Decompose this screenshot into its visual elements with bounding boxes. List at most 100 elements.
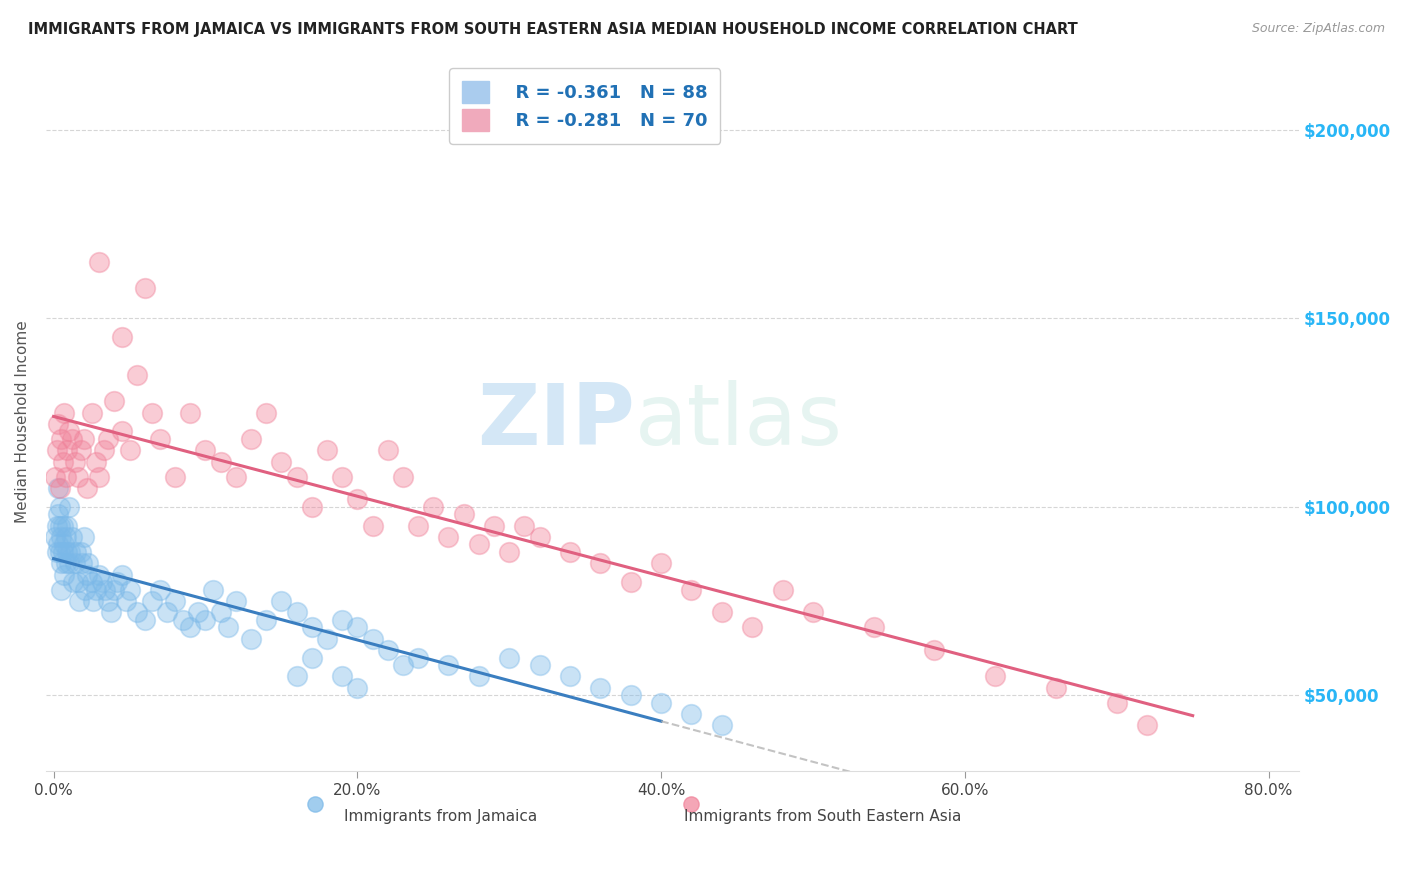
Point	[681, 707, 703, 722]
Point	[89, 469, 111, 483]
Point	[53, 405, 76, 419]
Point	[127, 606, 149, 620]
Point	[406, 518, 429, 533]
Point	[346, 620, 368, 634]
Point	[330, 469, 353, 483]
Point	[60, 432, 83, 446]
Point	[392, 658, 415, 673]
Point	[316, 443, 339, 458]
Point	[285, 669, 308, 683]
Point	[710, 718, 733, 732]
Point	[482, 518, 505, 533]
Point	[66, 469, 89, 483]
Point	[103, 394, 125, 409]
Point	[141, 594, 163, 608]
Point	[149, 432, 172, 446]
Point	[127, 368, 149, 382]
Text: Immigrants from Jamaica: Immigrants from Jamaica	[344, 809, 537, 824]
Point	[62, 575, 84, 590]
Point	[46, 537, 69, 551]
Point	[346, 492, 368, 507]
Point	[91, 575, 114, 590]
Point	[55, 557, 77, 571]
Point	[49, 432, 72, 446]
Point	[58, 500, 80, 514]
Point	[52, 454, 75, 468]
Point	[111, 567, 134, 582]
Point	[924, 643, 946, 657]
Text: atlas: atlas	[636, 381, 844, 464]
Point	[498, 545, 520, 559]
Point	[52, 545, 75, 559]
Point	[217, 620, 239, 634]
Point	[103, 582, 125, 597]
Point	[194, 613, 217, 627]
Point	[55, 469, 77, 483]
Point	[513, 518, 536, 533]
Point	[165, 594, 187, 608]
Point	[53, 567, 76, 582]
Point	[772, 582, 794, 597]
Point	[392, 469, 415, 483]
Point	[437, 658, 460, 673]
Point	[93, 443, 115, 458]
Point	[529, 530, 551, 544]
Point	[115, 594, 138, 608]
Point	[134, 613, 156, 627]
Point	[801, 606, 824, 620]
Point	[89, 567, 111, 582]
Point	[179, 405, 201, 419]
Point	[94, 582, 117, 597]
Point	[650, 696, 672, 710]
Point	[209, 606, 232, 620]
Point	[361, 518, 384, 533]
Point	[862, 620, 884, 634]
Point	[56, 545, 79, 559]
Point	[48, 518, 70, 533]
Point	[70, 545, 93, 559]
Point	[240, 632, 263, 646]
Point	[49, 557, 72, 571]
Point	[301, 620, 323, 634]
Point	[377, 443, 399, 458]
Point	[156, 606, 179, 620]
Point	[209, 454, 232, 468]
Point	[48, 500, 70, 514]
Point	[316, 632, 339, 646]
Point	[285, 469, 308, 483]
Point	[498, 650, 520, 665]
Point	[72, 557, 94, 571]
Point	[82, 594, 104, 608]
Point	[194, 443, 217, 458]
Point	[63, 557, 86, 571]
Point	[589, 557, 612, 571]
Point	[53, 537, 76, 551]
Point	[187, 606, 209, 620]
Point	[285, 606, 308, 620]
Point	[650, 557, 672, 571]
Point	[80, 405, 103, 419]
Point	[45, 545, 67, 559]
Legend:   R = -0.361   N = 88,   R = -0.281   N = 70: R = -0.361 N = 88, R = -0.281 N = 70	[449, 69, 720, 144]
Point	[45, 518, 67, 533]
Point	[681, 582, 703, 597]
Point	[97, 432, 120, 446]
Point	[118, 443, 141, 458]
Point	[179, 620, 201, 634]
Point	[76, 481, 98, 495]
Text: Source: ZipAtlas.com: Source: ZipAtlas.com	[1251, 22, 1385, 36]
Point	[225, 594, 247, 608]
Point	[77, 557, 100, 571]
Point	[254, 613, 277, 627]
Point	[1045, 681, 1067, 695]
Point	[620, 688, 643, 702]
Point	[60, 530, 83, 544]
Y-axis label: Median Household Income: Median Household Income	[15, 320, 30, 524]
Text: Immigrants from South Eastern Asia: Immigrants from South Eastern Asia	[685, 809, 962, 824]
Point	[97, 594, 120, 608]
Point	[149, 582, 172, 597]
Text: IMMIGRANTS FROM JAMAICA VS IMMIGRANTS FROM SOUTH EASTERN ASIA MEDIAN HOUSEHOLD I: IMMIGRANTS FROM JAMAICA VS IMMIGRANTS FR…	[28, 22, 1078, 37]
Point	[84, 582, 107, 597]
Point	[52, 518, 75, 533]
Point	[56, 443, 79, 458]
